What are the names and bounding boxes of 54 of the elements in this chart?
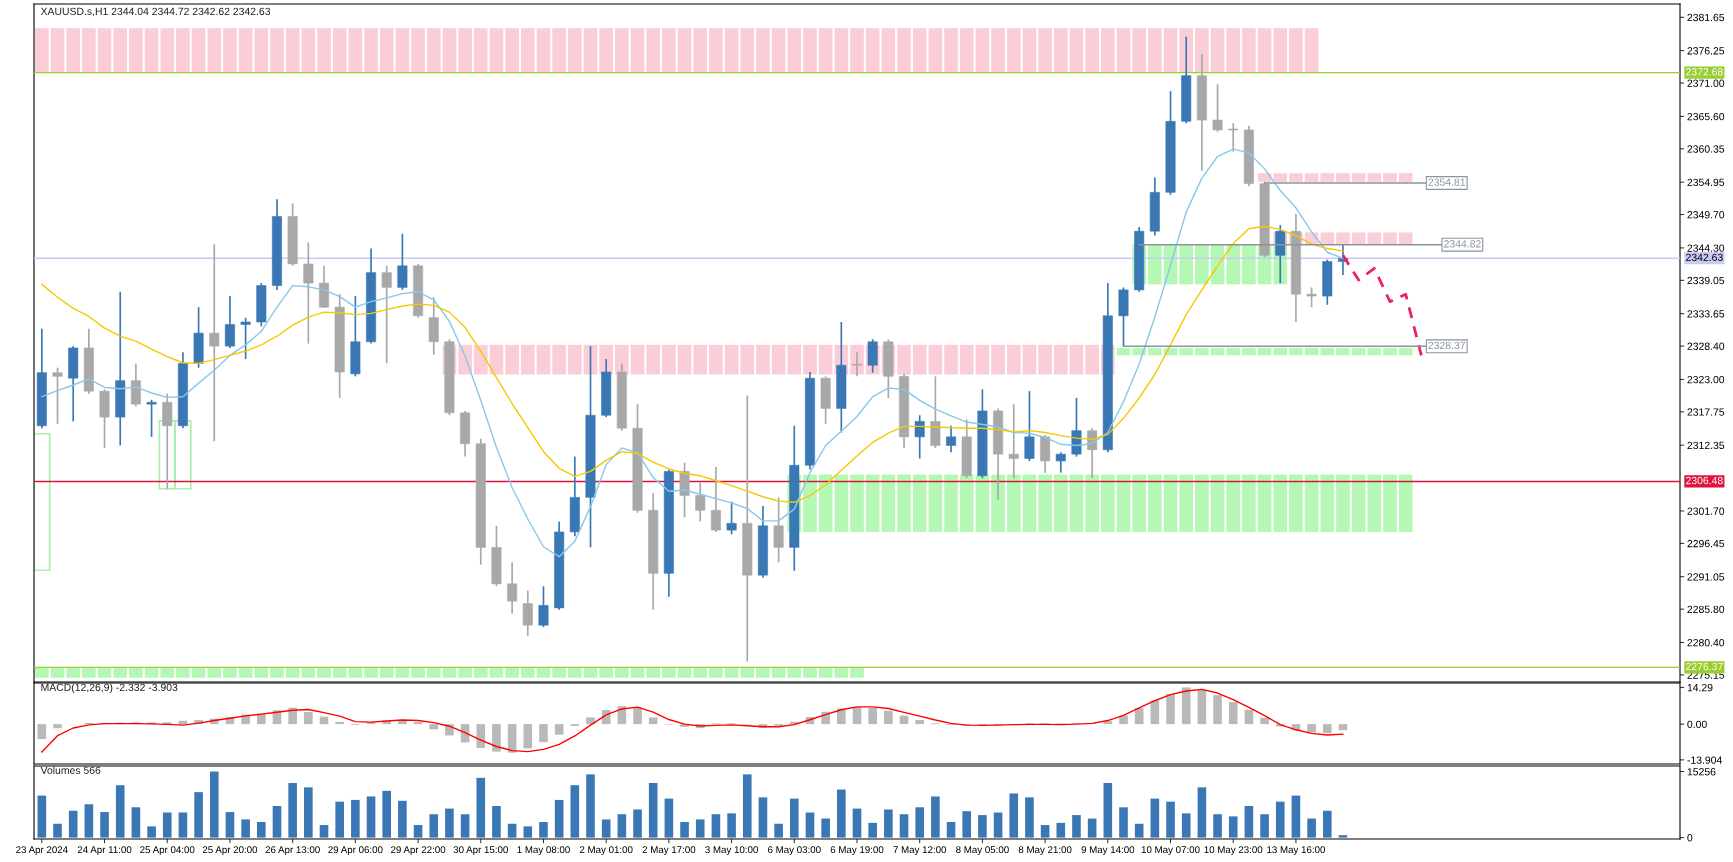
- x-tick-label: 24 Apr 11:00: [77, 846, 132, 856]
- y-tick-label: 2301.70: [1687, 507, 1725, 515]
- y-tick-label: 2344.30: [1687, 244, 1725, 252]
- y-tick-label: 2333.65: [1687, 310, 1725, 318]
- y-tick-label: 0.00: [1687, 720, 1707, 729]
- y-tick-label: 0: [1687, 834, 1693, 842]
- chart-title: Volumes 566: [40, 766, 101, 775]
- y-tick-label: 2291.05: [1687, 573, 1725, 581]
- x-tick-label: 2 May 01:00: [579, 846, 633, 856]
- x-tick-label: 10 May 23:00: [1204, 846, 1263, 856]
- ref-line-label: 2306.48: [1686, 476, 1723, 485]
- x-tick-label: 9 May 14:00: [1081, 846, 1135, 856]
- y-tick-label: 14.29: [1687, 683, 1713, 692]
- legend-label: 2328.37: [1428, 341, 1466, 350]
- ref-line-label: 2372.68: [1686, 68, 1723, 76]
- x-tick-label: 29 Apr 22:00: [390, 846, 446, 856]
- chart-title: MACD(12,26,9) -2.332 -3.903: [41, 683, 178, 694]
- y-tick-label: 2280.40: [1687, 638, 1725, 647]
- x-tick-label: 7 May 12:00: [893, 846, 947, 856]
- x-tick-label: 25 Apr 04:00: [140, 846, 195, 856]
- x-tick-label: 29 Apr 06:00: [328, 846, 383, 856]
- y-tick-label: 2296.45: [1687, 539, 1725, 548]
- x-tick-label: 6 May 19:00: [830, 846, 884, 856]
- y-tick-label: 2285.80: [1687, 605, 1725, 614]
- y-tick-label: 2339.05: [1687, 276, 1725, 285]
- x-tick-label: 8 May 21:00: [1018, 846, 1072, 856]
- y-tick-label: 2365.60: [1687, 112, 1725, 121]
- y-tick-label: 2376.25: [1687, 47, 1725, 55]
- y-tick-label: 2371.00: [1687, 79, 1725, 87]
- chart-title: XAUUSD.s,H1 2344.04 2344.72 2342.62 2342.63: [40, 7, 271, 17]
- x-tick-label: 10 May 07:00: [1141, 846, 1200, 856]
- y-tick-label: 2317.75: [1687, 408, 1725, 416]
- x-tick-label: 6 May 03:00: [768, 846, 821, 856]
- x-tick-label: 30 Apr 15:00: [453, 846, 508, 856]
- x-tick-label: 25 Apr 20:00: [202, 846, 258, 856]
- y-tick-label: 2354.95: [1687, 178, 1725, 187]
- x-tick-label: 13 May 16:00: [1267, 846, 1326, 856]
- y-tick-label: 2323.00: [1687, 375, 1725, 384]
- x-tick-label: 26 Apr 13:00: [265, 846, 320, 856]
- legend-label: 2344.82: [1444, 240, 1481, 248]
- y-tick-label: 15256: [1687, 768, 1716, 776]
- legend-label: 2354.81: [1428, 178, 1466, 186]
- x-tick-label: 3 May 10:00: [705, 846, 758, 856]
- y-tick-label: 2381.65: [1687, 13, 1725, 22]
- x-tick-label: 23 Apr 2024: [16, 846, 68, 856]
- y-tick-label: 2328.40: [1687, 342, 1725, 350]
- y-tick-label: 2360.35: [1687, 145, 1725, 153]
- y-tick-label: 2349.70: [1687, 211, 1725, 219]
- ref-line-label: 2342.63: [1686, 253, 1723, 262]
- x-tick-label: 1 May 08:00: [517, 846, 570, 856]
- x-tick-label: 8 May 05:00: [956, 846, 1009, 856]
- y-tick-label: 2312.35: [1687, 441, 1725, 450]
- x-tick-label: 2 May 17:00: [642, 846, 696, 856]
- y-tick-label: -13.904: [1687, 756, 1722, 764]
